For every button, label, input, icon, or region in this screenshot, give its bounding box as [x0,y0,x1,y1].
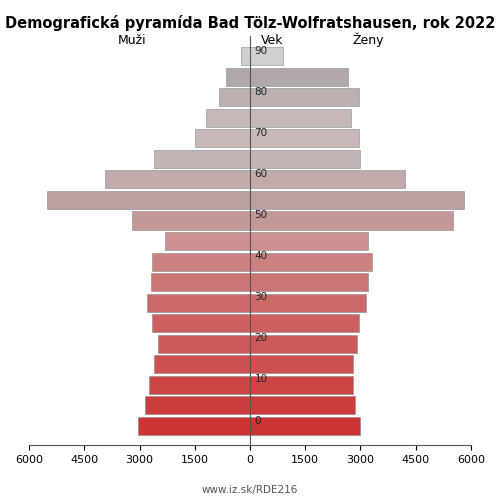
Bar [250,170,404,188]
Bar [138,417,250,435]
Text: 50: 50 [254,210,268,220]
Bar [226,68,250,86]
Text: 90: 90 [254,46,268,56]
Bar [250,417,360,435]
Bar [194,129,250,148]
Bar [250,334,357,353]
Bar [218,88,250,106]
Bar [145,396,250,414]
Bar [132,212,250,230]
Text: Muži: Muži [118,34,146,46]
Bar [148,376,250,394]
Text: 0: 0 [254,416,261,426]
Bar [250,252,372,270]
Text: www.iz.sk/RDE216: www.iz.sk/RDE216 [202,485,298,495]
Bar [250,150,360,168]
Title: Demografická pyramída Bad Tölz-Wolfratshausen, rok 2022: Demografická pyramída Bad Tölz-Wolfratsh… [5,15,495,31]
Bar [250,68,348,86]
Text: 80: 80 [254,87,268,97]
Bar [250,396,355,414]
Bar [250,191,464,209]
Text: Ženy: Ženy [352,32,384,46]
Bar [250,129,358,148]
Bar [152,314,250,332]
Text: 40: 40 [254,251,268,261]
Bar [104,170,250,188]
Bar [147,294,250,312]
Text: 30: 30 [254,292,268,302]
Bar [152,252,250,270]
Bar [250,212,452,230]
Text: 60: 60 [254,169,268,179]
Bar [250,273,368,291]
Bar [250,376,353,394]
Bar [154,356,250,374]
Bar [241,47,250,65]
Bar [166,232,250,250]
Bar [250,356,353,374]
Bar [250,294,366,312]
Bar [250,88,358,106]
Bar [250,47,283,65]
Text: 20: 20 [254,334,268,344]
Bar [154,150,250,168]
Bar [250,232,368,250]
Text: 10: 10 [254,374,268,384]
Text: 70: 70 [254,128,268,138]
Bar [250,314,358,332]
Bar [206,108,250,127]
Bar [158,334,250,353]
Text: Vek: Vek [261,34,283,46]
Bar [250,108,352,127]
Bar [48,191,250,209]
Bar [150,273,250,291]
